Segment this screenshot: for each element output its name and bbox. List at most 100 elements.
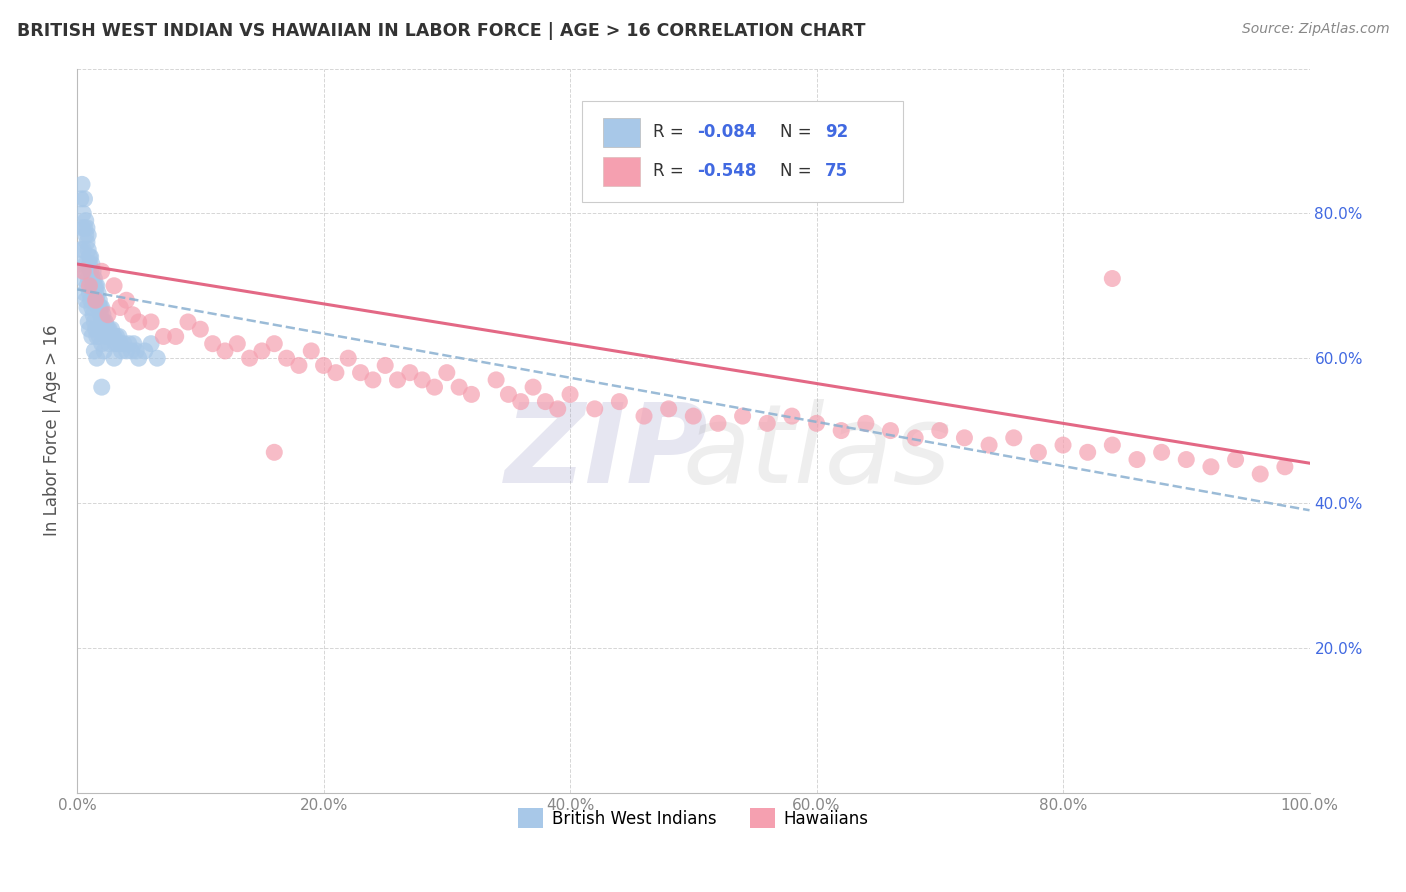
Point — [904, 431, 927, 445]
Bar — [603, 157, 640, 186]
Text: R =: R = — [652, 123, 689, 141]
Point — [77, 315, 100, 329]
Point — [139, 315, 162, 329]
Point — [79, 285, 101, 300]
Point — [91, 308, 114, 322]
Point — [93, 315, 115, 329]
Point — [96, 329, 118, 343]
Point — [93, 343, 115, 358]
Text: N =: N = — [779, 123, 817, 141]
Point — [633, 409, 655, 423]
Point — [1274, 459, 1296, 474]
Point — [86, 329, 108, 343]
Legend: British West Indians, Hawaiians: British West Indians, Hawaiians — [512, 801, 875, 835]
Point — [125, 343, 148, 358]
Point — [87, 285, 110, 300]
Point — [855, 417, 877, 431]
Point — [89, 329, 111, 343]
Point — [82, 264, 104, 278]
Point — [75, 213, 97, 227]
Point — [83, 278, 105, 293]
Point — [1225, 452, 1247, 467]
Point — [276, 351, 298, 366]
Point — [110, 343, 132, 358]
Point — [139, 336, 162, 351]
Point — [89, 301, 111, 315]
Point — [98, 336, 121, 351]
Point — [263, 445, 285, 459]
Point — [118, 336, 141, 351]
Point — [70, 220, 93, 235]
Point — [73, 264, 96, 278]
Point — [87, 301, 110, 315]
Point — [98, 322, 121, 336]
Point — [128, 315, 150, 329]
Point — [89, 301, 111, 315]
Text: -0.084: -0.084 — [697, 123, 756, 141]
Point — [120, 343, 142, 358]
Point — [77, 243, 100, 257]
Point — [756, 417, 779, 431]
Point — [101, 329, 124, 343]
Point — [325, 366, 347, 380]
Point — [411, 373, 433, 387]
Point — [90, 336, 112, 351]
Point — [86, 293, 108, 308]
Point — [70, 257, 93, 271]
Point — [152, 329, 174, 343]
Point — [110, 336, 132, 351]
Point — [830, 424, 852, 438]
Point — [69, 243, 91, 257]
Point — [83, 315, 105, 329]
Point — [534, 394, 557, 409]
Point — [72, 243, 94, 257]
Point — [79, 250, 101, 264]
Point — [146, 351, 169, 366]
Point — [299, 343, 322, 358]
Point — [84, 285, 107, 300]
Point — [509, 394, 531, 409]
Point — [75, 257, 97, 271]
Point — [337, 351, 360, 366]
Point — [115, 293, 138, 308]
Point — [90, 380, 112, 394]
Point — [250, 343, 273, 358]
Point — [436, 366, 458, 380]
Bar — [603, 118, 640, 146]
Point — [121, 308, 143, 322]
Text: atlas: atlas — [682, 399, 950, 506]
Point — [977, 438, 1000, 452]
Text: 75: 75 — [825, 162, 848, 180]
Point — [98, 329, 121, 343]
Point — [75, 228, 97, 243]
Point — [387, 373, 409, 387]
Point — [731, 409, 754, 423]
Point — [72, 206, 94, 220]
Point — [583, 401, 606, 416]
Point — [86, 351, 108, 366]
Point — [107, 336, 129, 351]
Point — [498, 387, 520, 401]
Point — [96, 322, 118, 336]
Point — [79, 293, 101, 308]
FancyBboxPatch shape — [582, 101, 903, 202]
Point — [90, 264, 112, 278]
Point — [1077, 445, 1099, 459]
Point — [100, 322, 122, 336]
Point — [165, 329, 187, 343]
Point — [104, 336, 127, 351]
Point — [70, 178, 93, 192]
Point — [112, 336, 135, 351]
Point — [1052, 438, 1074, 452]
Point — [73, 192, 96, 206]
Point — [93, 322, 115, 336]
Point — [79, 322, 101, 336]
Point — [89, 308, 111, 322]
Point — [103, 278, 125, 293]
Point — [77, 271, 100, 285]
Point — [460, 387, 482, 401]
Point — [361, 373, 384, 387]
Point — [1249, 467, 1271, 481]
Point — [84, 293, 107, 308]
Point — [1101, 271, 1123, 285]
